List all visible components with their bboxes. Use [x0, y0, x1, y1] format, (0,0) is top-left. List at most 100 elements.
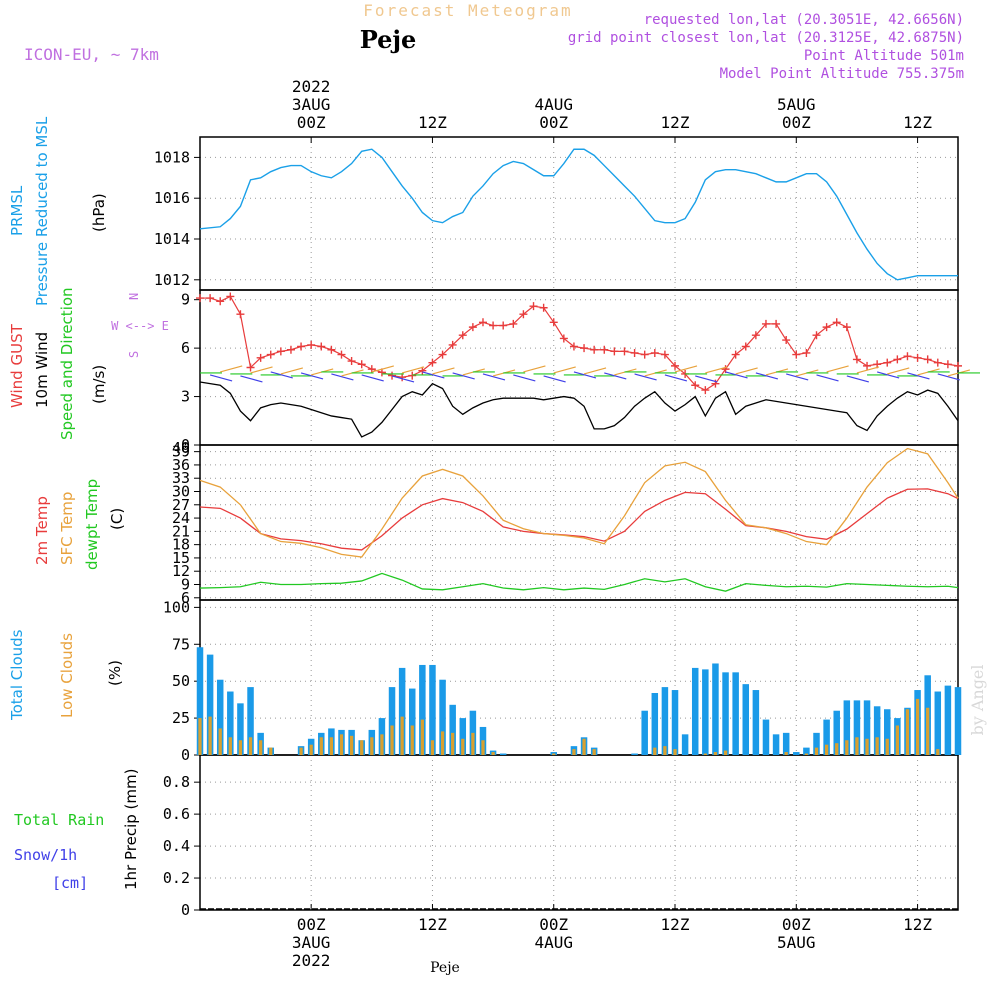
y-tick-label: 0.4 — [163, 837, 190, 855]
low-cloud-bar — [653, 747, 657, 755]
wind-arrow — [856, 366, 880, 374]
low-cloud-bar — [663, 746, 667, 755]
gust-marker — [620, 347, 629, 356]
bottom-time-label: 12Z — [418, 915, 447, 934]
low-cloud-bar — [430, 740, 435, 755]
gust-marker — [852, 355, 861, 364]
total-cloud-bar — [398, 667, 406, 755]
bottom-time-label: 3AUG — [292, 933, 331, 952]
gust-line — [200, 295, 959, 391]
gust-marker — [954, 361, 962, 370]
bottom-time-label: 12Z — [903, 915, 932, 934]
wind-arrow — [452, 372, 475, 380]
low-cloud-bar — [259, 740, 263, 755]
y-tick-label: 18 — [172, 536, 190, 554]
temp-ylabel: (C) — [108, 508, 126, 530]
top-time-label: 00Z — [297, 113, 326, 132]
gust-marker — [792, 350, 801, 359]
gust-marker — [539, 303, 548, 312]
wind-arrow — [422, 371, 445, 379]
gust-marker — [478, 318, 487, 327]
gust-marker — [347, 357, 356, 366]
total-rain-label: Total Rain — [14, 811, 104, 829]
gust-marker — [307, 340, 316, 349]
low-cloud-bar — [713, 752, 718, 755]
total-cloud-bar — [884, 709, 891, 755]
y-tick-label: 75 — [172, 635, 190, 653]
low-clouds-label: Low Clouds — [58, 633, 76, 718]
gust-marker — [913, 353, 922, 362]
wind-arrow — [401, 366, 425, 374]
total-cloud-bar — [419, 664, 426, 755]
panel-pressure: 1012 1014 1016 1018 — [154, 136, 959, 291]
y-tick-label: 50 — [172, 672, 190, 690]
top-time-label: 4AUG — [534, 95, 573, 114]
low-cloud-bar — [198, 718, 202, 755]
y-tick-label: 3 — [181, 388, 190, 406]
wind-arrow — [250, 366, 273, 374]
gust-marker — [408, 371, 417, 380]
gust-marker — [549, 318, 558, 327]
gust-marker — [438, 350, 447, 359]
y-tick-label: 0 — [181, 746, 190, 764]
total-cloud-bar — [641, 710, 648, 755]
gust-marker — [297, 342, 306, 351]
gust-marker — [943, 360, 952, 369]
gust-marker — [772, 319, 781, 328]
wind-arrow — [220, 365, 243, 373]
gust-marker — [802, 348, 811, 357]
low-cloud-bar — [319, 737, 323, 755]
wind-arrow — [755, 372, 779, 380]
y-tick-label: 0.2 — [163, 869, 190, 887]
gust-marker — [893, 355, 902, 364]
gust-marker — [216, 297, 225, 306]
total-cloud-bar — [823, 719, 830, 755]
total-cloud-bar — [429, 664, 436, 755]
y-tick-label: 27 — [172, 496, 190, 514]
low-cloud-bar — [875, 737, 879, 755]
wind-arrow — [634, 373, 657, 381]
top-time-label: 12Z — [903, 113, 932, 132]
top-time-label: 2022 — [292, 77, 331, 96]
total-cloud-bar — [843, 700, 851, 755]
gust-marker — [671, 361, 680, 370]
low-cloud-bar — [339, 734, 344, 755]
gust-marker — [569, 342, 578, 351]
y-tick-label: 0 — [181, 901, 190, 919]
total-cloud-bar — [449, 704, 456, 755]
gust-marker — [286, 345, 295, 354]
bottom-time-label: 4AUG — [534, 933, 573, 952]
pressure-line — [199, 148, 958, 281]
wind-arrow — [209, 374, 233, 382]
wind-arrow — [846, 375, 869, 383]
bottom-time-label: 2022 — [292, 951, 331, 970]
watermark: by Angel — [968, 664, 987, 735]
gust-marker — [650, 348, 659, 357]
snow-unit-label: [cm] — [52, 874, 88, 892]
low-cloud-bar — [824, 744, 829, 755]
wind-arrow — [482, 373, 506, 381]
total-cloud-bar — [681, 734, 689, 755]
pressure-title-1: PRMSL — [8, 185, 26, 236]
low-cloud-bar — [885, 738, 889, 755]
y-tick-label: 1018 — [154, 148, 190, 166]
gust-marker — [519, 310, 528, 319]
total-cloud-bar — [944, 685, 952, 755]
y-tick-label: 1012 — [154, 271, 190, 289]
low-cloud-bar — [552, 753, 556, 755]
low-cloud-bar — [723, 750, 728, 755]
total-cloud-bar — [459, 718, 467, 755]
gust-marker — [499, 321, 508, 330]
top-time-label: 00Z — [782, 113, 811, 132]
gust-marker — [489, 321, 498, 330]
model-label: ICON-EU, ~ 7km — [24, 45, 159, 64]
gust-marker — [822, 323, 831, 332]
low-cloud-bar — [329, 737, 334, 755]
gust-marker — [933, 358, 942, 367]
y-tick-label: 15 — [172, 549, 190, 567]
y-tick-label: 40 — [172, 439, 190, 457]
low-cloud-bar — [582, 738, 586, 755]
low-cloud-bar — [835, 743, 839, 755]
